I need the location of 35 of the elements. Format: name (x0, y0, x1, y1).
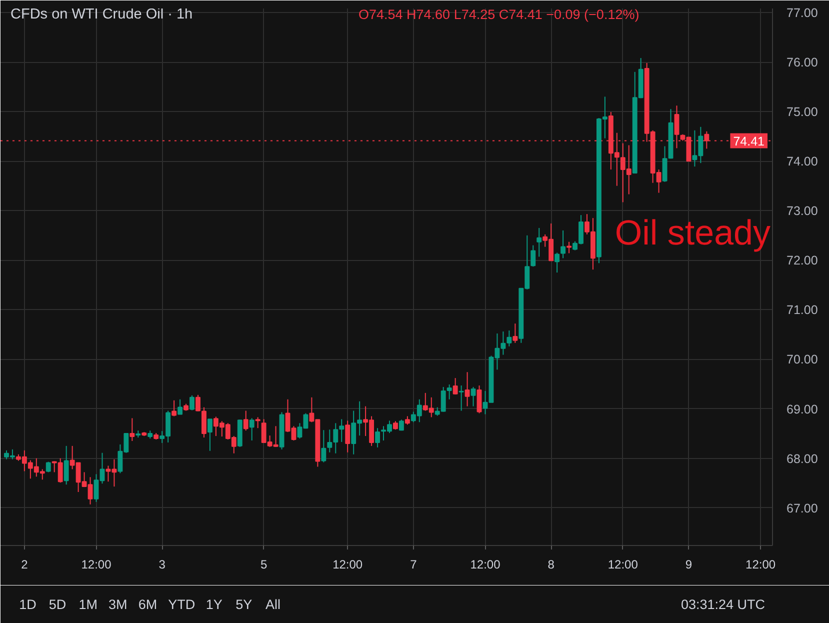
text: 3M (108, 597, 128, 612)
y-tick-label: 72.00 (786, 254, 818, 268)
text: 1D (19, 597, 37, 612)
text: 1M (78, 597, 98, 612)
text: All (265, 597, 280, 612)
x-tick-label: 12:00 (470, 558, 501, 572)
x-tick-label: 5 (260, 558, 268, 572)
x-tick-label: 2 (21, 558, 28, 572)
text: 5Y (236, 597, 252, 612)
y-tick-label: 74.00 (786, 154, 818, 169)
y-tick-label: 75.00 (786, 105, 818, 120)
text: 03:31:24 UTC (681, 597, 766, 612)
annotation: Oil steady (614, 213, 771, 252)
text: 5D (48, 597, 66, 612)
y-tick-label: 71.00 (786, 303, 818, 318)
x-tick-label: 9 (685, 558, 692, 572)
y-tick-label: 70.00 (786, 352, 818, 367)
y-tick-label: 73.00 (786, 204, 818, 218)
text: 1Y (206, 597, 222, 612)
chart-subtitle: O74.54 H74.60 L74.25 C74.41 −0.09 (−0.12%) (358, 6, 640, 22)
y-tick-label: 67.00 (786, 501, 818, 516)
x-tick-label: 3 (158, 558, 166, 572)
y-tick-label: 76.00 (786, 56, 818, 70)
x-tick-label: 8 (548, 558, 555, 572)
x-tick-label: 12:00 (746, 558, 776, 572)
x-tick-label: 7 (410, 558, 418, 572)
x-tick-label: 12:00 (81, 558, 112, 572)
x-tick-label: 12:00 (332, 558, 363, 572)
ref-line-label: 74.41 (733, 134, 765, 148)
y-tick-label: 68.00 (786, 452, 818, 466)
x-tick-label: 12:00 (608, 558, 638, 572)
text: 6M (138, 597, 158, 612)
y-tick-label: 69.00 (786, 402, 818, 416)
text: YTD (168, 597, 196, 612)
y-tick-label: 77.00 (786, 6, 818, 20)
